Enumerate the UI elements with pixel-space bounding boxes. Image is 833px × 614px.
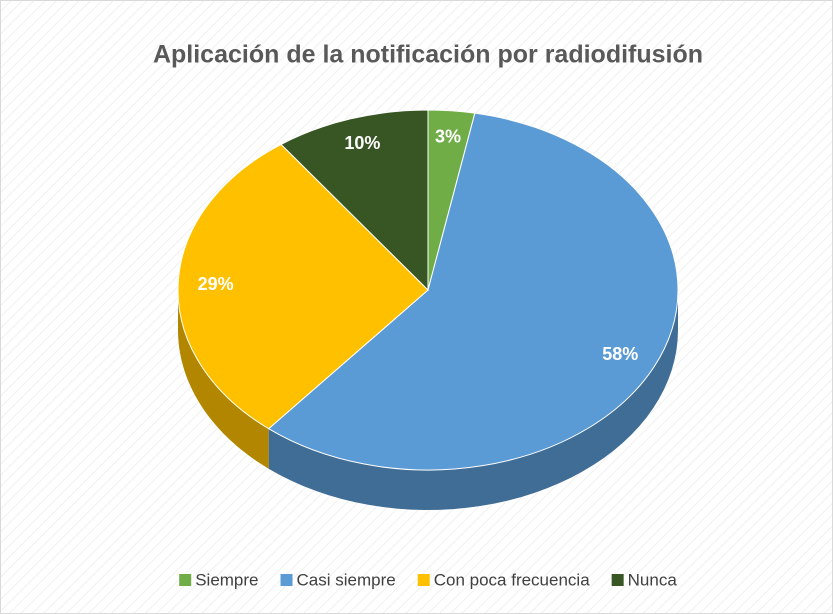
legend: Siempre Casi siempre Con poca frecuencia Nu… [179, 570, 677, 589]
pie-slice [177, 143, 429, 430]
legend-label: Nunca [628, 570, 678, 589]
pie-slice [280, 109, 429, 292]
data-label: 29% [198, 274, 234, 294]
pie-side [178, 290, 269, 469]
legend-swatch [611, 574, 624, 586]
legend-swatch [280, 574, 293, 586]
chart-title: Aplicación de la notificación por radiod… [153, 41, 703, 69]
data-label: 58% [602, 344, 638, 364]
pie-sides [178, 290, 678, 510]
legend-swatch [179, 574, 192, 586]
data-label: 3% [435, 126, 461, 146]
legend-label: Siempre [195, 570, 258, 589]
pie-slice [267, 112, 679, 471]
pie-tops [177, 109, 679, 471]
legend-label: Con poca frecuencia [434, 570, 590, 589]
data-label: 10% [344, 133, 380, 153]
pie-side [268, 290, 678, 510]
legend-label: Casi siempre [297, 570, 396, 589]
data-labels: 3% 58% 29% 10% [198, 126, 639, 363]
legend-swatch [417, 574, 430, 586]
